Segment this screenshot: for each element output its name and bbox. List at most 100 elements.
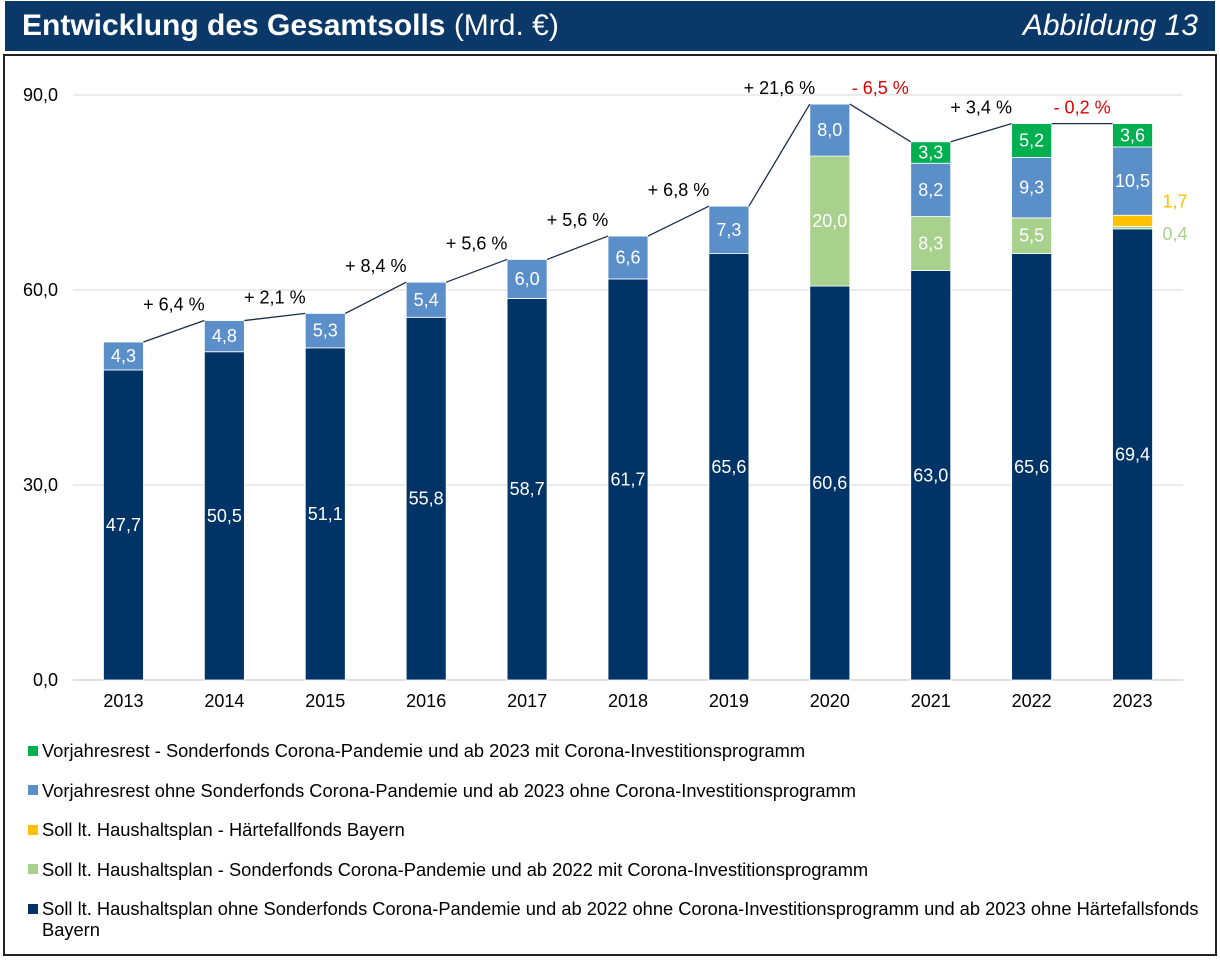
data-label-2015-soll-ohne-sonderfonds: 51,1 bbox=[308, 504, 343, 524]
legend-swatch bbox=[28, 745, 38, 756]
x-tick-label-2021: 2021 bbox=[911, 691, 951, 711]
data-label-2014-soll-ohne-sonderfonds: 50,5 bbox=[207, 506, 242, 526]
legend-item-vorjahresrest-sonderfonds-corona: Vorjahresrest - Sonderfonds Corona-Pande… bbox=[28, 740, 1210, 761]
data-label-2013-soll-ohne-sonderfonds: 47,7 bbox=[106, 515, 141, 535]
bar-2015 bbox=[304, 312, 346, 681]
connector-line-2017-2018 bbox=[546, 235, 609, 261]
connector-line-2015-2016 bbox=[344, 281, 407, 314]
y-tick-label-0: 0,0 bbox=[33, 670, 58, 690]
data-label-2017-vorjahresrest-ohne-sonderfonds: 6,0 bbox=[515, 269, 540, 289]
x-tick-label-2019: 2019 bbox=[709, 691, 749, 711]
legend-label: Soll lt. Haushaltsplan - Sonderfonds Cor… bbox=[42, 858, 869, 880]
change-label-2021-2022: + 3,4 % bbox=[950, 98, 1012, 118]
data-label-2016-soll-ohne-sonderfonds: 55,8 bbox=[409, 489, 444, 509]
legend-label: Vorjahresrest - Sonderfonds Corona-Pande… bbox=[42, 740, 806, 761]
bar-segment-2019-vorjahresrest-ohne-sonderfonds bbox=[708, 205, 750, 254]
data-label-2023-vorjahresrest-sonderfonds-corona: 3,6 bbox=[1120, 125, 1145, 145]
legend-label: Soll lt. Haushaltsplan ohne Sonderfonds … bbox=[42, 898, 1199, 940]
data-label-2021-soll-sonderfonds-corona: 8,3 bbox=[918, 234, 943, 254]
change-label-2019-2020: + 21,6 % bbox=[744, 78, 816, 98]
x-tick-label-2018: 2018 bbox=[608, 691, 648, 711]
bar-segment-2013-vorjahresrest-ohne-sonderfonds bbox=[103, 341, 144, 371]
bar-segment-2018-soll-ohne-sonderfonds bbox=[607, 278, 649, 681]
data-label-2015-vorjahresrest-ohne-sonderfonds: 5,3 bbox=[313, 321, 338, 341]
bar-segment-2022-soll-ohne-sonderfonds bbox=[1011, 253, 1053, 681]
bar-segment-2021-soll-ohne-sonderfonds bbox=[910, 270, 952, 681]
data-label-2013-vorjahresrest-ohne-sonderfonds: 4,3 bbox=[111, 346, 136, 366]
bar-segment-2015-vorjahresrest-ohne-sonderfonds bbox=[304, 312, 346, 349]
bar-segment-2018-vorjahresrest-ohne-sonderfonds bbox=[607, 235, 649, 280]
x-tick-label-2017: 2017 bbox=[507, 691, 547, 711]
data-label-2017-soll-ohne-sonderfonds: 58,7 bbox=[510, 479, 545, 499]
connector-line-2018-2019 bbox=[647, 205, 710, 237]
connector-line-2020-2021 bbox=[849, 103, 912, 143]
chart-unit: (Mrd. €) bbox=[453, 9, 559, 42]
figure-header: Entwicklung des Gesamtsolls (Mrd. €) Abb… bbox=[5, 1, 1215, 51]
data-label-2014-vorjahresrest-ohne-sonderfonds: 4,8 bbox=[212, 326, 237, 346]
data-label-2023-soll-sonderfonds-corona: 0,4 bbox=[1163, 224, 1188, 244]
legend-item-soll-ohne-sonderfonds: Soll lt. Haushaltsplan ohne Sonderfonds … bbox=[28, 898, 1210, 940]
data-labels: 47,7 4,3 50,5 4,8 51,1 5,3 55,8 5,4 58,7 6,0 61,7 6… bbox=[106, 78, 1188, 535]
x-tick-label-2015: 2015 bbox=[305, 691, 345, 711]
data-label-2019-vorjahresrest-ohne-sonderfonds: 7,3 bbox=[716, 220, 741, 240]
bar-2017 bbox=[506, 259, 548, 681]
legend-swatch bbox=[28, 785, 38, 795]
data-label-2022-vorjahresrest-sonderfonds-corona: 5,2 bbox=[1019, 131, 1044, 151]
x-tick-label-2020: 2020 bbox=[810, 691, 850, 711]
bar-2022 bbox=[1011, 123, 1053, 681]
bar-segment-2023-soll-ohne-sonderfonds bbox=[1112, 228, 1153, 681]
bar-2023 bbox=[1112, 123, 1153, 681]
data-label-2019-soll-ohne-sonderfonds: 65,6 bbox=[711, 457, 746, 477]
x-tick-label-2014: 2014 bbox=[204, 691, 244, 711]
change-label-2017-2018: + 5,6 % bbox=[547, 210, 609, 230]
legend-item-soll-sonderfonds-corona: Soll lt. Haushaltsplan - Sonderfonds Cor… bbox=[28, 859, 1210, 880]
bar-2019 bbox=[708, 205, 750, 681]
chart-frame bbox=[3, 54, 1217, 956]
y-tick-label-60: 60,0 bbox=[23, 280, 58, 300]
x-tick-label-2016: 2016 bbox=[406, 691, 446, 711]
bar-segment-2021-vorjahresrest-sonderfonds-corona bbox=[910, 141, 952, 164]
data-label-2023-vorjahresrest-ohne-sonderfonds: 10,5 bbox=[1115, 171, 1150, 191]
bar-segment-2016-soll-ohne-sonderfonds bbox=[405, 316, 447, 681]
x-tick-label-2013: 2013 bbox=[103, 691, 143, 711]
change-label-2022-2023: - 0,2 % bbox=[1054, 98, 1111, 118]
data-label-2021-vorjahresrest-sonderfonds-corona: 3,3 bbox=[918, 143, 943, 163]
change-label-2014-2015: + 2,1 % bbox=[244, 287, 306, 307]
bar-segment-2022-vorjahresrest-sonderfonds-corona bbox=[1011, 123, 1053, 158]
data-label-2018-soll-ohne-sonderfonds: 61,7 bbox=[610, 469, 645, 489]
bar-segment-2020-soll-ohne-sonderfonds bbox=[809, 285, 851, 681]
bar-segment-2020-vorjahresrest-ohne-sonderfonds bbox=[809, 103, 851, 157]
y-tick-label-90: 90,0 bbox=[23, 85, 58, 105]
bar-segment-2021-vorjahresrest-ohne-sonderfonds bbox=[910, 162, 952, 217]
bar-segment-2017-vorjahresrest-ohne-sonderfonds bbox=[506, 259, 548, 299]
data-label-2020-vorjahresrest-ohne-sonderfonds: 8,0 bbox=[817, 120, 842, 140]
data-label-2023-soll-ohne-sonderfonds: 69,4 bbox=[1115, 444, 1150, 464]
change-label-2018-2019: + 6,8 % bbox=[648, 180, 710, 200]
data-label-2022-soll-ohne-sonderfonds: 65,6 bbox=[1014, 457, 1049, 477]
bar-segment-2023-soll-haertefallfonds bbox=[1112, 214, 1153, 227]
data-label-2022-soll-sonderfonds-corona: 5,5 bbox=[1019, 226, 1044, 246]
legend-swatch bbox=[28, 824, 38, 835]
bar-2021 bbox=[910, 141, 952, 681]
bar-2014 bbox=[203, 320, 245, 681]
connector-line-2021-2022 bbox=[950, 122, 1012, 143]
bar-segment-2014-soll-ohne-sonderfonds bbox=[203, 351, 245, 681]
legend-swatch bbox=[28, 903, 38, 914]
bar-segment-2023-vorjahresrest-sonderfonds-corona bbox=[1112, 123, 1153, 148]
bar-segment-2020-soll-sonderfonds-corona bbox=[809, 155, 851, 287]
bar-segment-2013-soll-ohne-sonderfonds bbox=[103, 369, 144, 681]
connector-line-2019-2020 bbox=[748, 103, 811, 207]
data-label-2020-soll-ohne-sonderfonds: 60,6 bbox=[812, 473, 847, 493]
connector-line-2013-2014 bbox=[143, 319, 205, 343]
figure-number: Abbildung 13 bbox=[1022, 9, 1198, 42]
bars bbox=[103, 103, 1153, 681]
bar-2013 bbox=[103, 341, 144, 681]
change-label-2013-2014: + 6,4 % bbox=[143, 295, 205, 315]
data-label-2018-vorjahresrest-ohne-sonderfonds: 6,6 bbox=[615, 248, 640, 268]
bar-2018 bbox=[607, 235, 649, 681]
bar-2020 bbox=[809, 103, 851, 681]
data-label-2022-vorjahresrest-ohne-sonderfonds: 9,3 bbox=[1019, 178, 1044, 198]
data-label-2016-vorjahresrest-ohne-sonderfonds: 5,4 bbox=[414, 290, 439, 310]
data-label-2021-vorjahresrest-ohne-sonderfonds: 8,2 bbox=[918, 180, 943, 200]
bar-2016 bbox=[405, 281, 447, 681]
